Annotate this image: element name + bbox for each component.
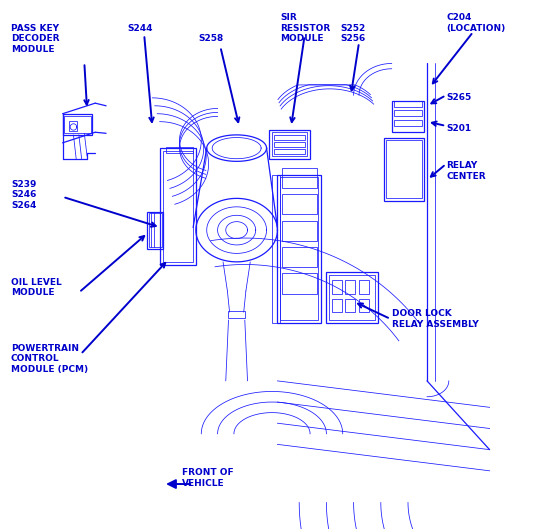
Text: SIR
RESISTOR
MODULE: SIR RESISTOR MODULE (280, 13, 330, 43)
Bar (274, 135, 305, 140)
Bar (384, 138, 424, 201)
Text: PASS KEY
DECODER
MODULE: PASS KEY DECODER MODULE (11, 24, 59, 53)
Bar (332, 280, 342, 294)
Bar (282, 221, 317, 241)
Bar (228, 311, 245, 318)
Bar (272, 132, 307, 156)
Bar (332, 299, 342, 312)
Text: S244: S244 (128, 24, 153, 33)
Bar (63, 114, 92, 135)
Bar (392, 101, 424, 132)
Bar (147, 212, 163, 249)
Bar (345, 280, 355, 294)
Text: S201: S201 (446, 124, 471, 133)
Bar (274, 149, 305, 154)
Bar (329, 275, 375, 320)
Bar (274, 142, 305, 147)
Bar (64, 116, 91, 133)
Bar (166, 147, 193, 153)
Bar (282, 247, 317, 267)
Bar (359, 299, 369, 312)
Text: S258: S258 (199, 34, 224, 43)
Bar (386, 140, 422, 198)
Text: C204
(LOCATION): C204 (LOCATION) (446, 13, 505, 33)
Bar (149, 213, 162, 247)
Text: DOOR LOCK
RELAY ASSEMBLY: DOOR LOCK RELAY ASSEMBLY (392, 309, 478, 329)
Bar (326, 272, 378, 323)
Bar (280, 177, 318, 320)
Bar (282, 194, 317, 214)
Bar (345, 299, 355, 312)
Bar (160, 148, 196, 264)
Bar (394, 101, 422, 107)
Text: S239
S246
S264: S239 S246 S264 (11, 180, 36, 209)
Text: S265: S265 (446, 93, 471, 102)
Bar (272, 175, 280, 323)
Bar (359, 280, 369, 294)
Text: POWERTRAIN
CONTROL
MODULE (PCM): POWERTRAIN CONTROL MODULE (PCM) (11, 344, 88, 373)
Bar (282, 168, 317, 188)
Bar (282, 273, 317, 294)
Text: S252
S256: S252 S256 (340, 24, 365, 43)
Bar (163, 151, 193, 262)
Bar (394, 120, 422, 126)
Bar (269, 130, 310, 159)
Text: OIL LEVEL
MODULE: OIL LEVEL MODULE (11, 278, 61, 297)
Bar (69, 121, 77, 131)
Bar (394, 110, 422, 116)
Text: RELAY
CENTER: RELAY CENTER (446, 161, 486, 181)
Text: FRONT OF
VEHICLE: FRONT OF VEHICLE (182, 468, 234, 488)
Bar (277, 175, 321, 323)
